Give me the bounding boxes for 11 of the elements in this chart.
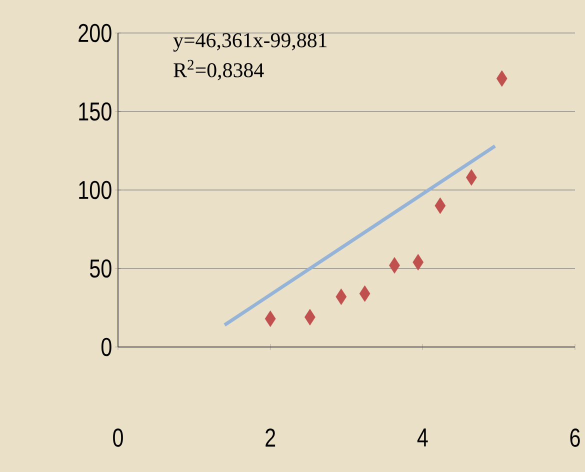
y-tick-label: 50 — [90, 259, 112, 278]
y-tick-label: 0 — [101, 338, 112, 356]
x-tick-label: 4 — [417, 428, 428, 446]
annotation: R$^{2}$=0,8384 — [174, 60, 264, 80]
x-tick-label: 2 — [266, 428, 276, 447]
annotation: y=46,361x-99,881 — [173, 33, 327, 52]
y-tick-label: 100 — [79, 180, 112, 200]
y-tick-label: 200 — [78, 24, 112, 42]
y-tick-label: 150 — [79, 102, 112, 121]
x-tick-label: 0 — [113, 428, 123, 447]
x-tick-label: 6 — [570, 428, 580, 447]
